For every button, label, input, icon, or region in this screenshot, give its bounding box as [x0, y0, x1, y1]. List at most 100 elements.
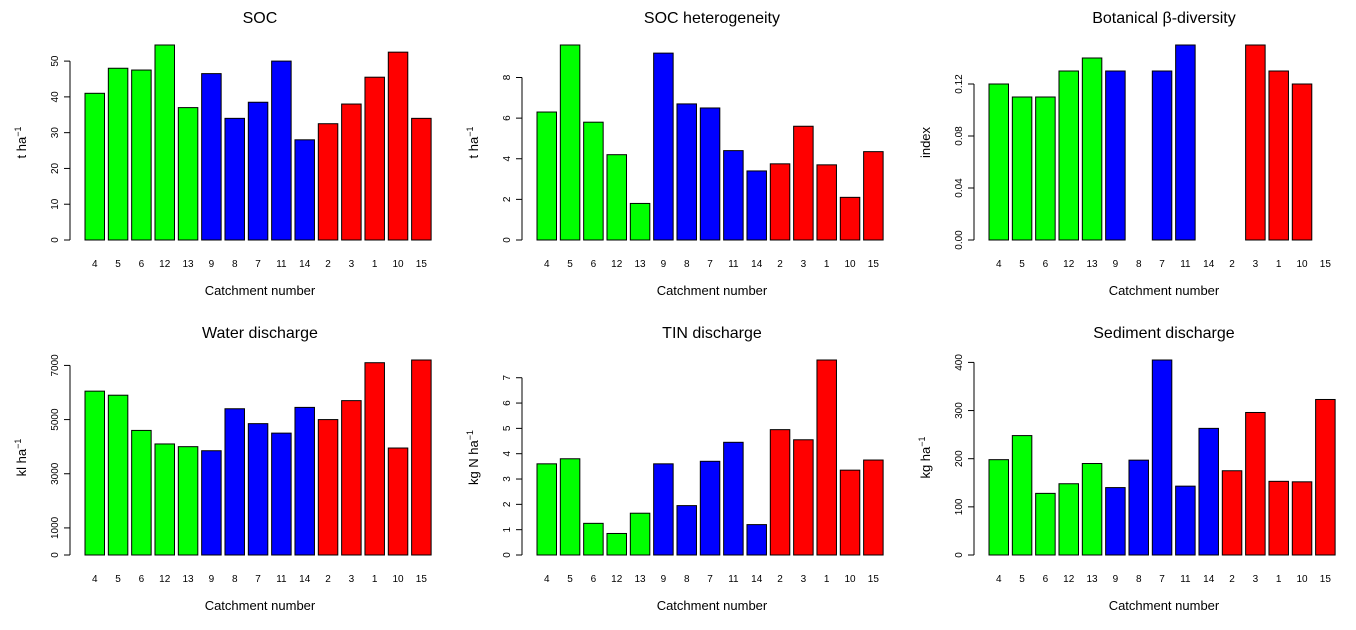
x-tick-label: 4: [996, 259, 1002, 270]
bar-catchment-2: [769, 429, 791, 556]
bar-catchment-9: [1105, 487, 1126, 556]
bar-catchment-15: [411, 359, 432, 556]
x-tick-label: 6: [139, 259, 145, 270]
x-tick-label: 4: [996, 574, 1002, 585]
bar-catchment-3: [341, 103, 362, 241]
x-tick-label: 14: [751, 574, 763, 585]
x-tick-label: 8: [684, 259, 690, 270]
x-axis-label: Catchment number: [1109, 598, 1220, 613]
bar-catchment-12: [154, 443, 175, 556]
bar-catchment-6: [131, 69, 152, 241]
bar-catchment-12: [1058, 483, 1079, 556]
y-tick-label: 300: [954, 402, 965, 419]
y-tick-label: 0: [954, 552, 965, 558]
bar-catchment-10: [839, 469, 861, 556]
chart-panel-sediment-discharge: Sediment discharge 0 100 200 300 400 kg ha−1 4 5…: [917, 325, 1336, 613]
x-tick-label: 14: [299, 574, 311, 585]
x-tick-label: 2: [777, 574, 783, 585]
y-axis-label: t ha−1: [13, 127, 29, 159]
x-tick-label: 10: [844, 574, 856, 585]
x-tick-label: 9: [209, 259, 215, 270]
x-tick-label: 9: [1113, 574, 1119, 585]
x-tick-label: 1: [1276, 574, 1282, 585]
x-tick-label: 15: [416, 574, 428, 585]
bar-catchment-5: [1011, 435, 1033, 556]
y-tick-label: 50: [50, 55, 61, 67]
chart-title: SOC: [243, 10, 278, 27]
chart-panel-botanical-beta-diversity: Botanical β-diversity 0.00 0.04 0.08 0.12 ind…: [918, 10, 1331, 298]
x-tick-label: 11: [1180, 259, 1191, 270]
x-tick-label: 5: [567, 574, 573, 585]
x-tick-label: 8: [232, 259, 238, 270]
bar-catchment-5: [107, 394, 129, 556]
x-tick-label: 7: [707, 574, 713, 585]
x-tick-label: 12: [611, 574, 623, 585]
x-tick-label: 2: [777, 259, 783, 270]
x-tick-label: 14: [299, 259, 311, 270]
bar-catchment-12: [1058, 70, 1079, 241]
x-tick-label: 11: [728, 574, 739, 585]
x-tick-label: 3: [801, 259, 807, 270]
bar-catchment-10: [839, 196, 861, 241]
x-tick-label: 2: [1229, 574, 1235, 585]
chart-title: SOC heterogeneity: [644, 10, 780, 27]
bar-catchment-15: [411, 117, 432, 241]
x-axis-label: Catchment number: [657, 598, 768, 613]
bar-catchment-1: [816, 164, 837, 241]
bar-catchment-4: [988, 459, 1009, 556]
x-tick-label: 12: [159, 259, 171, 270]
bar-catchment-14: [746, 524, 767, 556]
bar-catchment-8: [224, 117, 245, 241]
x-tick-label: 10: [392, 574, 404, 585]
bar-catchment-1: [816, 359, 837, 556]
bar-catchment-7: [699, 107, 721, 241]
x-tick-label: 5: [115, 259, 121, 270]
x-tick-label: 14: [1203, 259, 1215, 270]
bar-catchment-3: [793, 125, 814, 241]
bar-catchment-1: [1268, 480, 1289, 556]
x-tick-label: 6: [591, 574, 597, 585]
x-tick-label: 3: [1253, 574, 1259, 585]
y-tick-label: 0: [50, 237, 61, 243]
bar-catchment-8: [676, 505, 697, 556]
bar-catchment-1: [1268, 70, 1289, 241]
y-tick-label: 0: [502, 237, 513, 243]
x-axis-label: Catchment number: [1109, 283, 1220, 298]
x-tick-label: 15: [1320, 574, 1332, 585]
bar-catchment-6: [583, 121, 604, 241]
bar-catchment-10: [1291, 83, 1313, 241]
y-axis-label: t ha−1: [465, 127, 481, 159]
y-tick-label: 0: [50, 552, 61, 558]
y-tick-label: 1000: [50, 516, 61, 539]
x-tick-label: 10: [1296, 574, 1308, 585]
x-tick-label: 2: [1229, 259, 1235, 270]
bar-catchment-15: [863, 459, 884, 556]
x-tick-label: 7: [255, 574, 261, 585]
x-tick-label: 6: [139, 574, 145, 585]
bar-catchment-8: [224, 408, 245, 556]
y-tick-label: 0: [502, 552, 513, 558]
x-tick-label: 14: [1203, 574, 1215, 585]
bar-catchment-13: [1081, 57, 1103, 241]
bar-catchment-1: [364, 76, 385, 241]
x-tick-label: 11: [728, 259, 739, 270]
y-tick-label: 4: [502, 450, 513, 456]
x-tick-label: 12: [1063, 259, 1075, 270]
x-tick-label: 4: [544, 259, 550, 270]
x-axis-label: Catchment number: [657, 283, 768, 298]
bar-catchment-3: [341, 400, 362, 556]
x-tick-label: 1: [824, 574, 830, 585]
bar-catchment-13: [177, 107, 199, 241]
y-tick-label: 6: [502, 115, 513, 121]
bar-catchment-11: [271, 432, 292, 556]
x-tick-label: 1: [372, 259, 378, 270]
bar-catchment-11: [723, 150, 744, 241]
bar-catchment-13: [177, 446, 199, 556]
bar-catchment-3: [1245, 411, 1266, 556]
x-tick-label: 4: [92, 259, 98, 270]
bar-catchment-11: [271, 60, 292, 241]
y-tick-label: 30: [50, 127, 61, 139]
x-tick-label: 6: [1043, 574, 1049, 585]
